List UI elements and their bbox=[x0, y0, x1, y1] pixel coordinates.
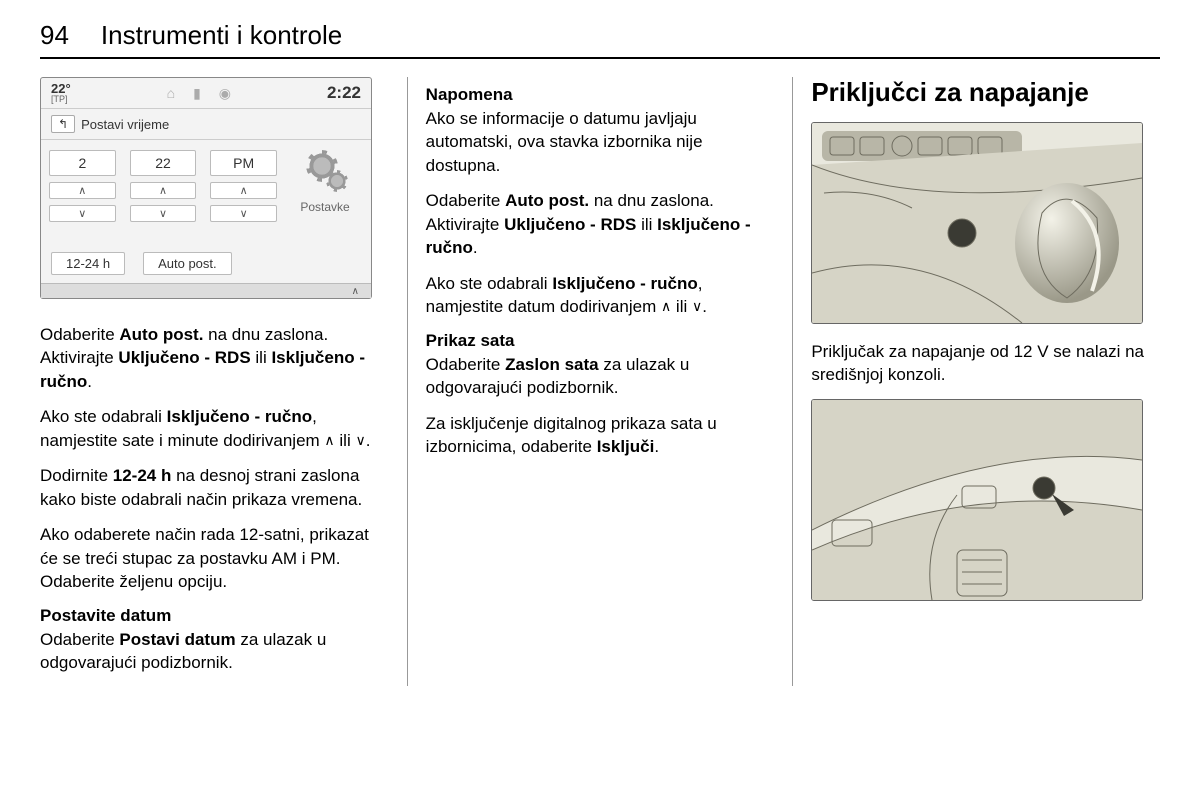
screen-statusbar: 22° [TP] ⌂ ▮ ◉ 2:22 bbox=[41, 78, 371, 109]
c2-sub2: Prikaz sata bbox=[426, 331, 775, 351]
infotainment-screenshot: 22° [TP] ⌂ ▮ ◉ 2:22 ↰ Postavi vrijeme bbox=[40, 77, 372, 299]
c2-p3: Ako ste odabrali Isključeno - ručno, nam… bbox=[426, 272, 775, 319]
minute-down[interactable]: ∨ bbox=[130, 205, 197, 222]
c1-p5: Odaberite Postavi datum za ulazak u odgo… bbox=[40, 628, 389, 675]
c2-sub1: Napomena bbox=[426, 85, 775, 105]
columns: 22° [TP] ⌂ ▮ ◉ 2:22 ↰ Postavi vrijeme bbox=[40, 77, 1160, 686]
c1-p4: Ako odaberete način rada 12-satni, prika… bbox=[40, 523, 389, 593]
ampm-up[interactable]: ∧ bbox=[210, 182, 277, 199]
illustration-cargo-outlet bbox=[811, 399, 1143, 601]
screen-clock: 2:22 bbox=[327, 83, 361, 103]
c1-subhead: Postavite datum bbox=[40, 606, 389, 626]
chevron-down-icon: ∨ bbox=[355, 431, 365, 450]
screen-tp-label: [TP] bbox=[51, 95, 71, 104]
column-3: Priključci za napajanje bbox=[793, 77, 1160, 686]
c3-caption: Priključak za napajanje od 12 V se nalaz… bbox=[811, 340, 1160, 387]
chapter-title: Instrumenti i kontrole bbox=[101, 20, 342, 51]
tab-1224h[interactable]: 12-24 h bbox=[51, 252, 125, 275]
time-col-ampm: PM ∧ ∨ bbox=[210, 150, 277, 246]
settings-label: Postavke bbox=[300, 200, 349, 214]
c2-p5: Za isključenje digitalnog prikaza sata u… bbox=[426, 412, 775, 459]
gear-icon bbox=[300, 150, 350, 194]
c2-p4: Odaberite Zaslon sata za ulazak u odgova… bbox=[426, 353, 775, 400]
minute-up[interactable]: ∧ bbox=[130, 182, 197, 199]
chevron-up-icon: ∧ bbox=[661, 297, 671, 316]
footer-chevron-icon[interactable]: ∧ bbox=[352, 286, 359, 297]
illustration-centre-console bbox=[811, 122, 1143, 324]
page-number: 94 bbox=[40, 20, 69, 51]
screen-icon-2: ▮ bbox=[193, 85, 201, 102]
column-2: Napomena Ako se informacije o datumu jav… bbox=[408, 77, 794, 686]
screen-back-row: ↰ Postavi vrijeme bbox=[41, 109, 371, 140]
screen-footer: ∧ bbox=[41, 283, 371, 298]
c1-p3: Dodirnite 12-24 h na desnoj strani zaslo… bbox=[40, 464, 389, 511]
tab-autopost[interactable]: Auto post. bbox=[143, 252, 232, 275]
screen-status-icons: ⌂ ▮ ◉ bbox=[167, 85, 231, 102]
screen-icon-1: ⌂ bbox=[167, 85, 175, 101]
column-1: 22° [TP] ⌂ ▮ ◉ 2:22 ↰ Postavi vrijeme bbox=[40, 77, 408, 686]
c1-p1: Odaberite Auto post. na dnu zaslona. Akt… bbox=[40, 323, 389, 393]
c2-p2: Odaberite Auto post. na dnu zaslona. Akt… bbox=[426, 189, 775, 259]
chevron-down-icon: ∨ bbox=[692, 297, 702, 316]
minute-value[interactable]: 22 bbox=[130, 150, 197, 176]
chevron-up-icon: ∧ bbox=[324, 431, 334, 450]
screen-icon-3: ◉ bbox=[219, 85, 231, 102]
c2-p1: Ako se informacije o datumu javljaju aut… bbox=[426, 107, 775, 177]
back-icon[interactable]: ↰ bbox=[51, 115, 75, 133]
hour-down[interactable]: ∨ bbox=[49, 205, 116, 222]
ampm-value[interactable]: PM bbox=[210, 150, 277, 176]
c3-head: Priključci za napajanje bbox=[811, 77, 1160, 108]
settings-shortcut[interactable]: Postavke bbox=[287, 150, 363, 246]
time-col-min: 22 ∧ ∨ bbox=[130, 150, 197, 246]
hour-up[interactable]: ∧ bbox=[49, 182, 116, 199]
hour-value[interactable]: 2 bbox=[49, 150, 116, 176]
screen-subtitle: Postavi vrijeme bbox=[81, 117, 169, 132]
time-col-hour: 2 ∧ ∨ bbox=[49, 150, 116, 246]
c1-p2: Ako ste odabrali Isključeno - ručno, nam… bbox=[40, 405, 389, 452]
page-header: 94 Instrumenti i kontrole bbox=[40, 20, 1160, 59]
ampm-down[interactable]: ∨ bbox=[210, 205, 277, 222]
